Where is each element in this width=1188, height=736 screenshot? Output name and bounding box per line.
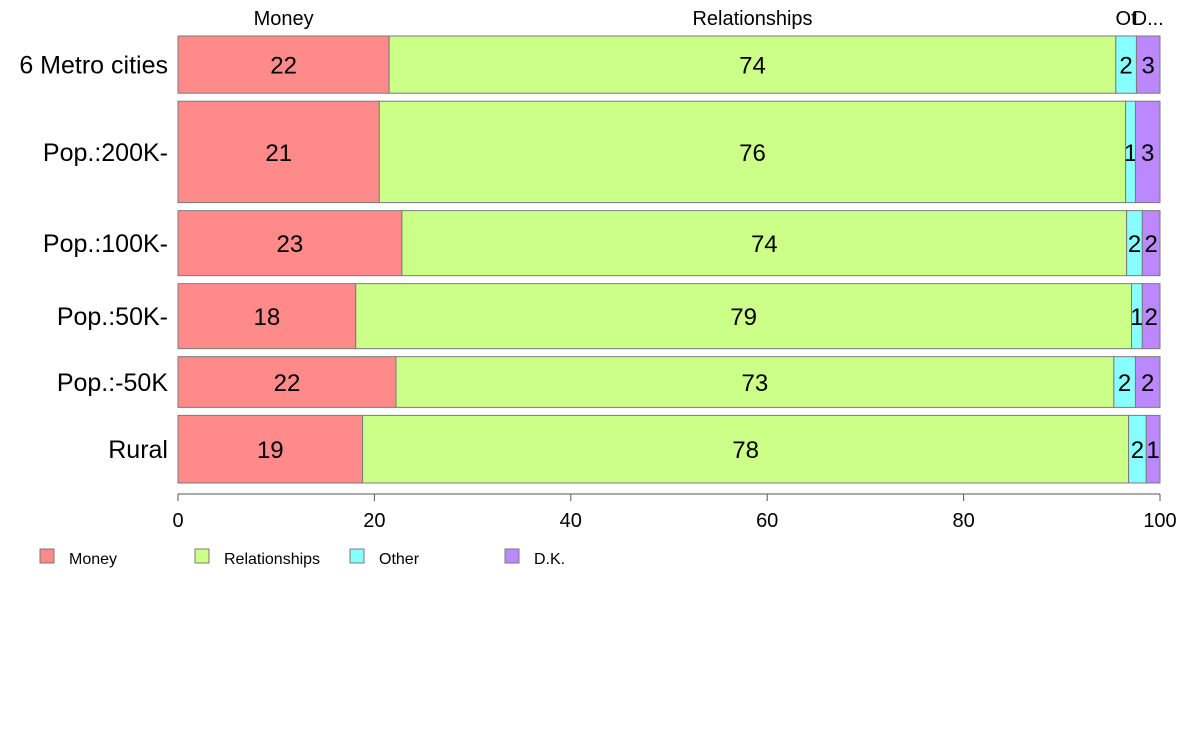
legend-label-money: Money [69, 551, 117, 568]
category-label-6-metro-cities: 6 Metro cities [19, 52, 168, 80]
x-tick-label: 40 [560, 510, 582, 532]
value-label-d-k-pop-50k: 2 [1145, 304, 1158, 331]
bar-relationships-pop-100k [401, 210, 1128, 277]
top-label-relationships: Relationships [692, 8, 812, 30]
value-label-money-6-metro-cities: 22 [270, 53, 297, 80]
x-axis: 0 20 40 60 80 100 [172, 493, 1177, 532]
value-label-relationships-pop-100k: 74 [751, 231, 778, 258]
value-label-relationships-pop-200k: 76 [739, 140, 766, 167]
bar-relationships-pop-50k [355, 283, 1133, 350]
bar-d-k-rural [1145, 414, 1161, 484]
top-label-d-k: D... [1133, 8, 1164, 30]
legend-swatch-money [39, 548, 55, 564]
value-label-money-pop-50k: 18 [254, 304, 281, 331]
value-label-money-pop-200k: 21 [265, 140, 292, 167]
legend-label-other: Other [379, 551, 420, 568]
category-label-pop-50k: Pop.:50K- [57, 303, 168, 331]
value-label-relationships-rural: 78 [732, 437, 759, 464]
value-label-d-k-pop-100k: 2 [1145, 231, 1158, 258]
x-tick-label: 60 [756, 510, 778, 532]
legend-swatch-other [349, 548, 365, 564]
bar-d-k-pop-200k [1134, 100, 1161, 204]
value-label-d-k-pop-50k: 2 [1141, 370, 1154, 397]
bar-d-k-pop-50k [1141, 283, 1161, 350]
value-label-money-rural: 19 [257, 437, 284, 464]
value-label-relationships-pop-50k: 79 [730, 304, 757, 331]
value-label-other-pop-100k: 2 [1128, 231, 1141, 258]
category-label-pop-100k: Pop.:100K- [43, 230, 168, 258]
category-label-rural: Rural [108, 436, 168, 464]
value-label-other-rural: 2 [1131, 437, 1144, 464]
value-label-relationships-6-metro-cities: 74 [739, 53, 766, 80]
x-tick-label: 0 [172, 510, 183, 532]
legend-label-d-k: D.K. [534, 551, 565, 568]
value-label-d-k-rural: 1 [1146, 437, 1159, 464]
bar-money-pop-100k [177, 210, 403, 277]
x-tick-label: 20 [363, 510, 385, 532]
bar-relationships-pop-50k [395, 356, 1115, 408]
value-label-money-pop-100k: 23 [277, 231, 304, 258]
legend-swatch-relationships [194, 548, 210, 564]
category-label-pop-200k: Pop.:200K- [43, 139, 168, 167]
bar-relationships-6-metro-cities [388, 35, 1117, 94]
bar-d-k-pop-100k [1141, 210, 1161, 277]
value-label-other-pop-50k: 1 [1130, 304, 1143, 331]
bar-money-pop-50k [177, 283, 357, 350]
value-label-relationships-pop-50k: 73 [742, 370, 769, 397]
bar-relationships-pop-200k [378, 100, 1127, 204]
value-label-money-pop-50k: 22 [274, 370, 301, 397]
top-label-other: Ot [1116, 8, 1138, 30]
legend: Money Relationships Other D.K. [39, 548, 565, 568]
value-label-d-k-6-metro-cities: 3 [1142, 53, 1155, 80]
bar-d-k-6-metro-cities [1135, 35, 1161, 94]
value-label-d-k-pop-200k: 3 [1141, 140, 1154, 167]
bar-money-pop-200k [177, 100, 380, 204]
x-tick-label: 80 [952, 510, 974, 532]
legend-swatch-d-k [504, 548, 520, 564]
bar-money-rural [177, 414, 364, 484]
x-tick-label: 100 [1143, 510, 1176, 532]
value-label-other-pop-50k: 2 [1118, 370, 1131, 397]
legend-label-relationships: Relationships [224, 551, 320, 568]
bar-relationships-rural [362, 414, 1130, 484]
value-label-other-6-metro-cities: 2 [1119, 53, 1132, 80]
value-label-other-pop-200k: 1 [1124, 140, 1137, 167]
category-label-pop-50k: Pop.:-50K [57, 369, 169, 397]
bar-d-k-pop-50k [1134, 356, 1161, 408]
top-label-money: Money [254, 8, 314, 30]
top-labels: Money Relationships OtD... [254, 8, 1164, 30]
